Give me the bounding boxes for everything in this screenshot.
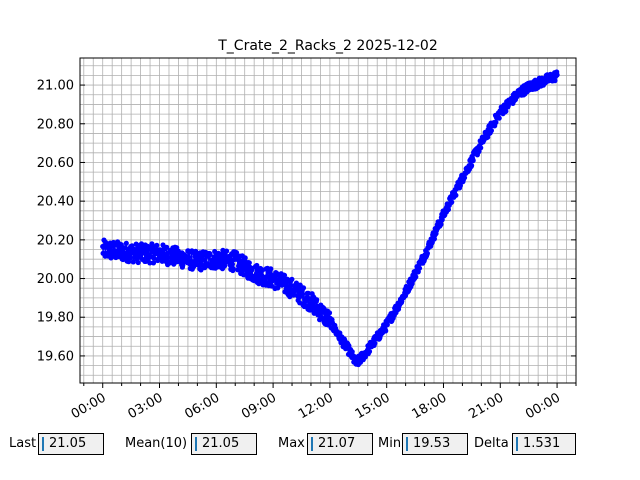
data-point xyxy=(438,221,444,227)
data-point xyxy=(283,283,290,289)
data-point xyxy=(126,259,132,265)
data-point xyxy=(552,78,558,84)
stat-label-last: Last xyxy=(9,436,37,451)
y-tick-label: 20.40 xyxy=(37,195,74,210)
data-point xyxy=(164,244,170,250)
data-point xyxy=(180,262,186,268)
data-point xyxy=(503,108,509,114)
data-point xyxy=(470,157,476,164)
y-tick-label: 20.80 xyxy=(37,117,74,132)
x-tick-label: 03:00 xyxy=(126,390,166,422)
data-point xyxy=(439,217,445,223)
data-point xyxy=(314,297,320,303)
data-point xyxy=(372,340,378,346)
data-point xyxy=(349,349,355,355)
data-point xyxy=(300,291,306,297)
stat-field-max[interactable]: 21.07 xyxy=(307,433,373,455)
data-point xyxy=(147,260,153,266)
x-tick-label: 15:00 xyxy=(353,390,393,422)
stat-label-min: Min xyxy=(378,436,402,451)
x-tick-label: 09:00 xyxy=(239,390,279,422)
data-point xyxy=(135,259,141,266)
x-tick-label: 21:00 xyxy=(466,390,506,422)
stat-field-mean[interactable]: 21.05 xyxy=(191,433,257,455)
data-point xyxy=(493,119,499,125)
stat-field-last[interactable]: 21.05 xyxy=(38,433,104,455)
data-point xyxy=(383,328,389,334)
data-point xyxy=(416,265,423,271)
data-point xyxy=(246,260,252,266)
data-point xyxy=(224,248,230,254)
data-point xyxy=(264,273,270,279)
data-point xyxy=(154,242,160,248)
x-tick-label: 12:00 xyxy=(296,390,336,422)
chart-title: T_Crate_2_Racks_2 2025-12-02 xyxy=(217,38,438,54)
stat-label-max: Max xyxy=(278,436,305,451)
data-point xyxy=(130,259,136,265)
data-point xyxy=(268,266,274,272)
data-point xyxy=(150,260,157,266)
data-point xyxy=(461,175,468,181)
stat-value-min: 19.53 xyxy=(413,436,451,451)
data-point xyxy=(449,199,455,205)
stat-value-mean: 21.05 xyxy=(202,436,240,451)
plot-frame xyxy=(79,57,577,384)
stat-value-last: 21.05 xyxy=(49,436,87,451)
chart-area: 19.60 19.80 20.00 20.20 20.40 20.60 20.80 21.00… xyxy=(37,38,577,422)
data-point xyxy=(554,72,560,78)
y-tick-label: 20.00 xyxy=(37,272,74,287)
data-point xyxy=(302,302,309,308)
x-tick-label: 06:00 xyxy=(182,390,222,422)
stat-field-min[interactable]: 19.53 xyxy=(402,433,468,455)
stat-label-delta: Delta xyxy=(474,436,509,451)
stat-value-delta: 1.531 xyxy=(523,436,561,451)
data-point xyxy=(123,240,129,246)
y-tick-label: 21.00 xyxy=(37,79,74,94)
y-tick-label: 20.60 xyxy=(37,156,74,171)
data-point xyxy=(233,250,240,256)
y-tick-label: 20.20 xyxy=(37,233,74,248)
data-point xyxy=(413,274,419,280)
data-point xyxy=(254,262,260,269)
data-point xyxy=(326,310,333,316)
stat-field-delta[interactable]: 1.531 xyxy=(512,433,576,455)
data-point xyxy=(453,192,459,198)
data-point xyxy=(281,272,288,278)
data-point xyxy=(121,245,127,251)
data-point xyxy=(384,322,390,328)
data-point xyxy=(207,252,213,258)
y-tick-label: 19.80 xyxy=(37,311,74,326)
data-point xyxy=(424,250,430,256)
stat-label-mean: Mean(10) xyxy=(125,436,188,451)
stat-value-max: 21.07 xyxy=(318,436,356,451)
data-point xyxy=(289,276,295,282)
data-point xyxy=(222,263,228,269)
x-tick-label: 18:00 xyxy=(410,390,450,422)
x-tick-label: 00:00 xyxy=(523,390,563,422)
x-tick-label: 00:00 xyxy=(69,390,109,422)
y-tick-label: 19.60 xyxy=(37,349,74,364)
data-point xyxy=(488,128,494,134)
data-point xyxy=(306,296,312,302)
data-point xyxy=(445,206,451,213)
data-point xyxy=(242,255,248,261)
data-point xyxy=(300,285,307,291)
data-point xyxy=(366,348,373,355)
data-point xyxy=(151,255,157,261)
data-point xyxy=(186,254,192,260)
data-point xyxy=(200,257,207,263)
data-point xyxy=(469,162,475,169)
data-point xyxy=(229,261,235,267)
data-point xyxy=(496,115,502,121)
data-point xyxy=(195,262,201,268)
data-series xyxy=(100,69,560,368)
data-point xyxy=(230,266,236,272)
data-point xyxy=(478,145,484,151)
data-point xyxy=(457,182,463,189)
data-point xyxy=(127,255,133,261)
grid xyxy=(80,58,577,383)
